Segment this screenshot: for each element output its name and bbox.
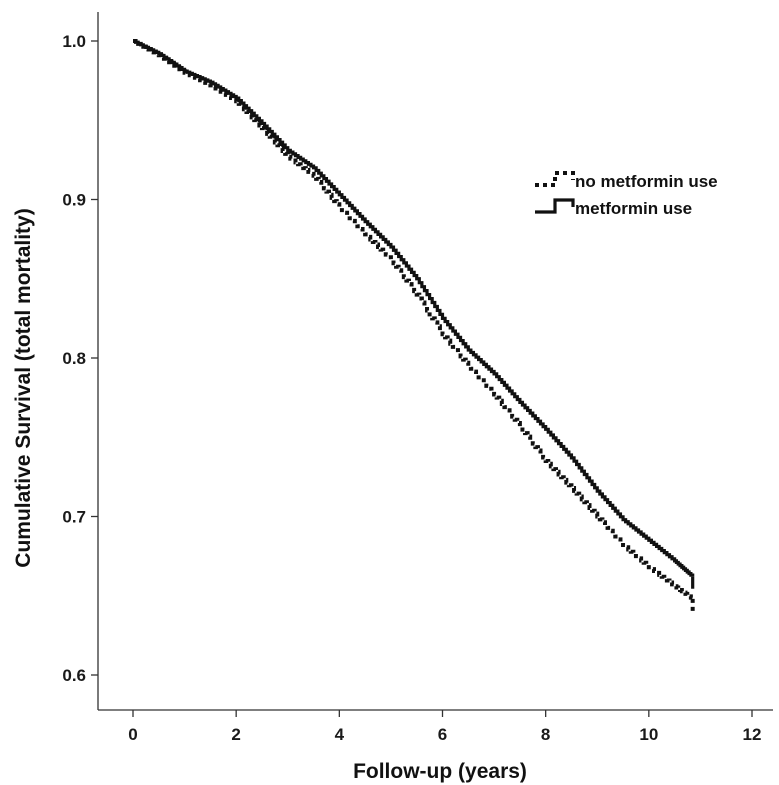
legend-label: no metformin use bbox=[575, 172, 718, 191]
legend: no metformin use metformin use bbox=[535, 171, 718, 218]
x-axis-title: Follow-up (years) bbox=[353, 760, 527, 783]
x-tick-label: 0 bbox=[128, 725, 137, 744]
x-tick-label: 10 bbox=[639, 725, 658, 744]
series-line-metformin bbox=[133, 39, 695, 577]
x-tick-label: 2 bbox=[231, 725, 240, 744]
x-tick-label: 8 bbox=[541, 725, 550, 744]
y-tick-label: 0.8 bbox=[62, 349, 86, 368]
x-axis-ticks: 0 2 4 6 8 10 12 bbox=[128, 710, 761, 744]
legend-symbol-no-metformin bbox=[535, 171, 575, 187]
x-tick-label: 12 bbox=[743, 725, 762, 744]
series-line-no-metformin bbox=[133, 39, 695, 600]
y-axis-title: Cumulative Survival (total mortality) bbox=[12, 208, 35, 567]
y-axis-ticks: 0.6 0.7 0.8 0.9 1.0 bbox=[62, 32, 98, 685]
y-tick-label: 0.7 bbox=[62, 508, 86, 527]
legend-symbol-metformin bbox=[535, 198, 575, 214]
legend-label: metformin use bbox=[575, 199, 692, 218]
x-tick-label: 4 bbox=[335, 725, 345, 744]
plot-area bbox=[97, 12, 773, 711]
x-tick-label: 6 bbox=[438, 725, 447, 744]
y-tick-label: 0.9 bbox=[62, 191, 86, 210]
y-tick-label: 0.6 bbox=[62, 666, 86, 685]
y-tick-label: 1.0 bbox=[62, 32, 86, 51]
series-layer bbox=[133, 39, 695, 611]
